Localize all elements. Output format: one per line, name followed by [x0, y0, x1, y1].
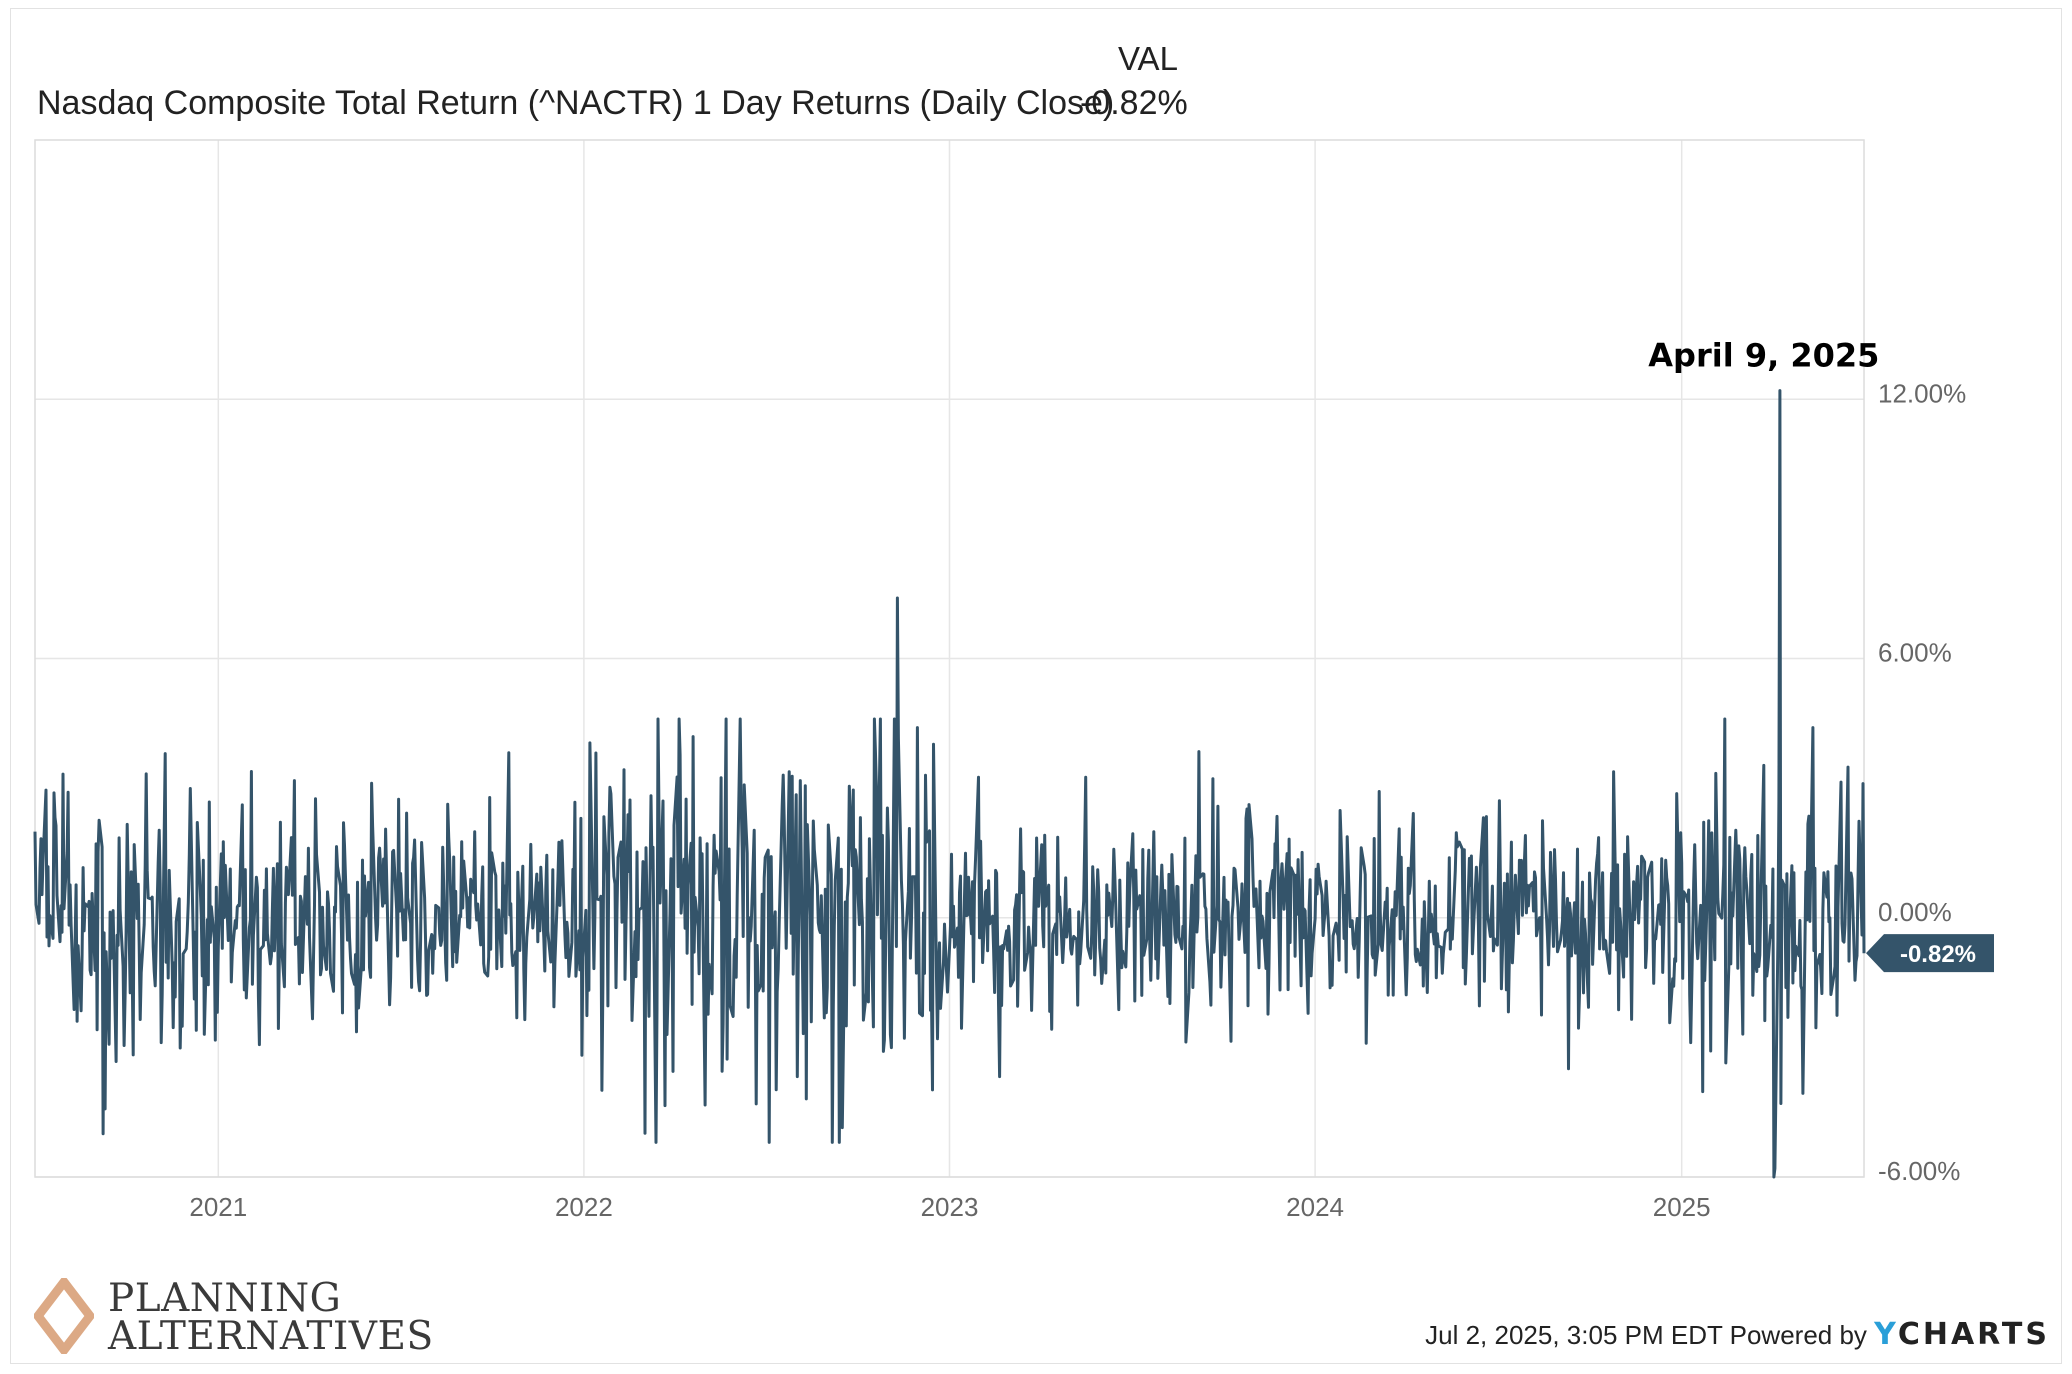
legend-series-name[interactable]: Nasdaq Composite Total Return (^NACTR) 1… — [37, 84, 1115, 122]
y-tick-label: 0.00% — [1878, 897, 1952, 927]
x-tick-label: 2024 — [1286, 1192, 1344, 1222]
chart-frame — [10, 8, 2062, 1364]
x-axis-ticks: 2021 2022 2023 2024 2025 — [189, 1192, 1710, 1222]
legend-value-header: VAL — [1118, 40, 1178, 77]
last-value-badge-shape — [1866, 934, 1994, 973]
y-axis-ticks: 12.00% 6.00% 0.00% -6.00% — [1878, 378, 1966, 1186]
plot-area — [34, 139, 1865, 1178]
footer-credit: Jul 2, 2025, 3:05 PM EDT Powered by YCHA… — [1425, 1317, 2050, 1352]
y-tick-label: 6.00% — [1878, 638, 1952, 668]
brand-name-line2: ALTERNATIVES — [108, 1314, 434, 1359]
last-value-badge: -0.82% — [1866, 934, 1994, 973]
x-tick-label: 2023 — [921, 1192, 979, 1222]
grid-lines — [35, 140, 1864, 1178]
y-tick-label: -6.00% — [1878, 1156, 1960, 1186]
ycharts-logo[interactable]: YCHARTS — [1874, 1317, 2050, 1352]
ycharts-logo-mark: Y — [1874, 1317, 1898, 1352]
x-tick-label: 2025 — [1653, 1192, 1711, 1222]
annotation-label: April 9, 2025 — [1648, 337, 1879, 375]
series-line[interactable] — [33, 389, 1866, 1179]
brand-logo: PLANNING ALTERNATIVES — [34, 1276, 454, 1359]
footer-powered-by: Powered by — [1729, 1320, 1867, 1350]
last-value-label: -0.82% — [1900, 941, 1976, 968]
legend-series-value: -0.82% — [1080, 84, 1188, 122]
y-tick-label: 12.00% — [1878, 378, 1966, 408]
brand-name-line1: PLANNING — [108, 1276, 342, 1321]
x-tick-label: 2022 — [555, 1192, 613, 1222]
ycharts-logo-text: CHARTS — [1897, 1317, 2050, 1352]
footer-timestamp: Jul 2, 2025, 3:05 PM EDT — [1425, 1320, 1723, 1350]
brand-diamond-icon — [34, 1278, 94, 1354]
x-tick-label: 2021 — [189, 1192, 247, 1222]
